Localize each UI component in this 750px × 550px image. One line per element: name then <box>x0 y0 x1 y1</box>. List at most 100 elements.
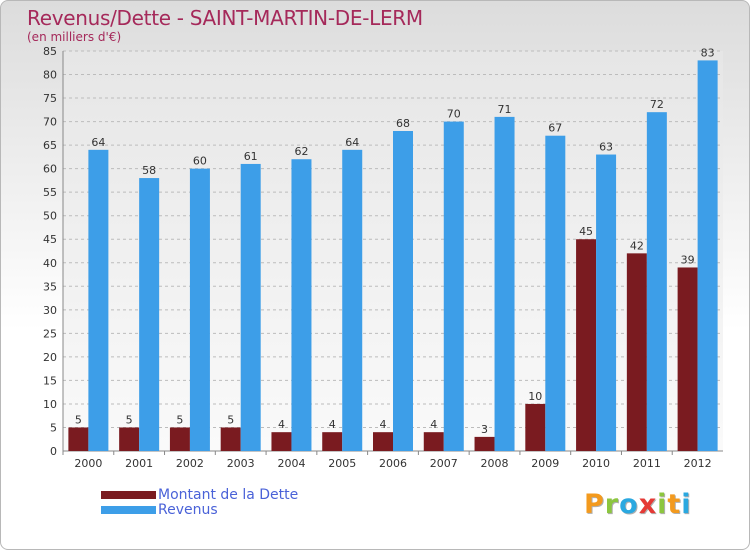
data-label-dette: 42 <box>630 239 644 252</box>
legend-label-dette: Montant de la Dette <box>158 486 299 503</box>
data-label-dette: 5 <box>126 413 133 426</box>
x-tick-label: 2008 <box>481 457 509 470</box>
logo-letter: x <box>638 489 658 520</box>
y-tick-label: 30 <box>43 304 57 317</box>
data-label-dette: 39 <box>681 253 695 266</box>
data-label-revenus: 67 <box>548 122 562 135</box>
bar-dette <box>626 253 647 451</box>
bar-dette <box>576 239 597 451</box>
y-tick-label: 15 <box>43 374 57 387</box>
y-tick-label: 60 <box>43 163 57 176</box>
bar-dette <box>220 427 241 451</box>
y-tick-label: 65 <box>43 139 57 152</box>
data-label-revenus: 71 <box>498 103 512 116</box>
x-tick-label: 2010 <box>582 457 610 470</box>
y-tick-label: 20 <box>43 351 57 364</box>
x-tick-label: 2005 <box>328 457 356 470</box>
data-label-revenus: 83 <box>701 46 715 59</box>
bar-dette <box>423 432 444 451</box>
y-tick-label: 10 <box>43 398 57 411</box>
y-tick-label: 85 <box>43 45 57 58</box>
data-label-dette: 4 <box>278 418 285 431</box>
logo-letter: i <box>681 489 692 520</box>
x-tick-label: 2002 <box>176 457 204 470</box>
x-tick-label: 2012 <box>684 457 712 470</box>
logo-letter: P <box>584 489 605 520</box>
bar-revenus <box>646 112 667 452</box>
y-tick-label: 25 <box>43 327 57 340</box>
data-label-revenus: 64 <box>91 136 105 149</box>
y-tick-label: 45 <box>43 233 57 246</box>
bar-dette <box>373 432 393 451</box>
bar-revenus <box>393 131 413 451</box>
data-label-dette: 5 <box>75 413 82 426</box>
x-tick-label: 2011 <box>633 457 661 470</box>
y-tick-label: 50 <box>43 210 57 223</box>
data-label-dette: 3 <box>481 423 488 436</box>
logo-letter: o <box>619 489 639 520</box>
data-label-revenus: 72 <box>650 98 664 111</box>
bar-dette <box>474 436 495 451</box>
x-tick-label: 2007 <box>430 457 458 470</box>
y-tick-label: 0 <box>50 445 57 458</box>
x-tick-label: 2003 <box>227 457 255 470</box>
bar-revenus <box>697 60 718 451</box>
bar-dette <box>169 427 190 451</box>
bar-revenus <box>494 116 515 451</box>
bar-dette <box>322 432 343 451</box>
logo-letter: r <box>604 489 620 520</box>
bar-dette <box>271 432 292 451</box>
data-label-revenus: 62 <box>294 145 308 158</box>
data-label-revenus: 58 <box>142 164 156 177</box>
data-label-dette: 5 <box>227 413 234 426</box>
bar-revenus <box>240 163 261 452</box>
x-tick-label: 2009 <box>531 457 559 470</box>
data-label-revenus: 60 <box>193 155 207 168</box>
logo-letter: i <box>657 489 668 520</box>
y-tick-label: 55 <box>43 186 57 199</box>
chart-title: Revenus/Dette - SAINT-MARTIN-DE-LERM <box>27 6 423 30</box>
bar-revenus <box>88 149 109 451</box>
legend-label-revenus: Revenus <box>158 501 218 518</box>
bar-dette <box>677 267 698 451</box>
x-tick-label: 2001 <box>125 457 153 470</box>
y-tick-label: 5 <box>50 421 57 434</box>
y-tick-label: 70 <box>43 116 57 129</box>
chart-subtitle: (en milliers d'€) <box>27 30 122 44</box>
bar-dette <box>68 427 89 451</box>
legend-item-dette: Montant de la Dette <box>101 486 299 503</box>
bar-revenus <box>189 168 210 451</box>
x-tick-label: 2004 <box>277 457 305 470</box>
bar-revenus <box>596 154 617 451</box>
data-label-revenus: 70 <box>447 108 461 121</box>
y-tick-label: 35 <box>43 280 57 293</box>
data-label-revenus: 61 <box>244 150 258 163</box>
y-tick-label: 80 <box>43 69 57 82</box>
x-tick-label: 2006 <box>379 457 407 470</box>
legend-item-revenus: Revenus <box>101 501 298 518</box>
bar-dette <box>119 427 140 451</box>
y-tick-label: 75 <box>43 92 57 105</box>
data-label-dette: 5 <box>176 413 183 426</box>
logo-letter: t <box>667 489 682 520</box>
data-label-dette: 4 <box>430 418 437 431</box>
data-label-dette: 4 <box>380 418 387 431</box>
legend-swatch-revenus <box>101 505 156 514</box>
bar-revenus <box>443 121 464 452</box>
data-label-revenus: 68 <box>396 117 410 130</box>
legend: Montant de la Dette Revenus <box>101 486 299 518</box>
data-label-revenus: 64 <box>345 136 359 149</box>
y-tick-label: 40 <box>43 257 57 270</box>
bar-dette <box>525 403 546 451</box>
x-tick-label: 2000 <box>74 457 102 470</box>
bar-revenus <box>545 135 566 452</box>
bar-revenus <box>342 149 363 451</box>
data-label-dette: 4 <box>329 418 336 431</box>
legend-swatch-dette <box>101 490 156 499</box>
data-label-dette: 45 <box>579 225 593 238</box>
proxiti-logo: Proxiti <box>584 489 692 520</box>
data-label-revenus: 63 <box>599 141 613 154</box>
bar-revenus <box>291 159 312 451</box>
